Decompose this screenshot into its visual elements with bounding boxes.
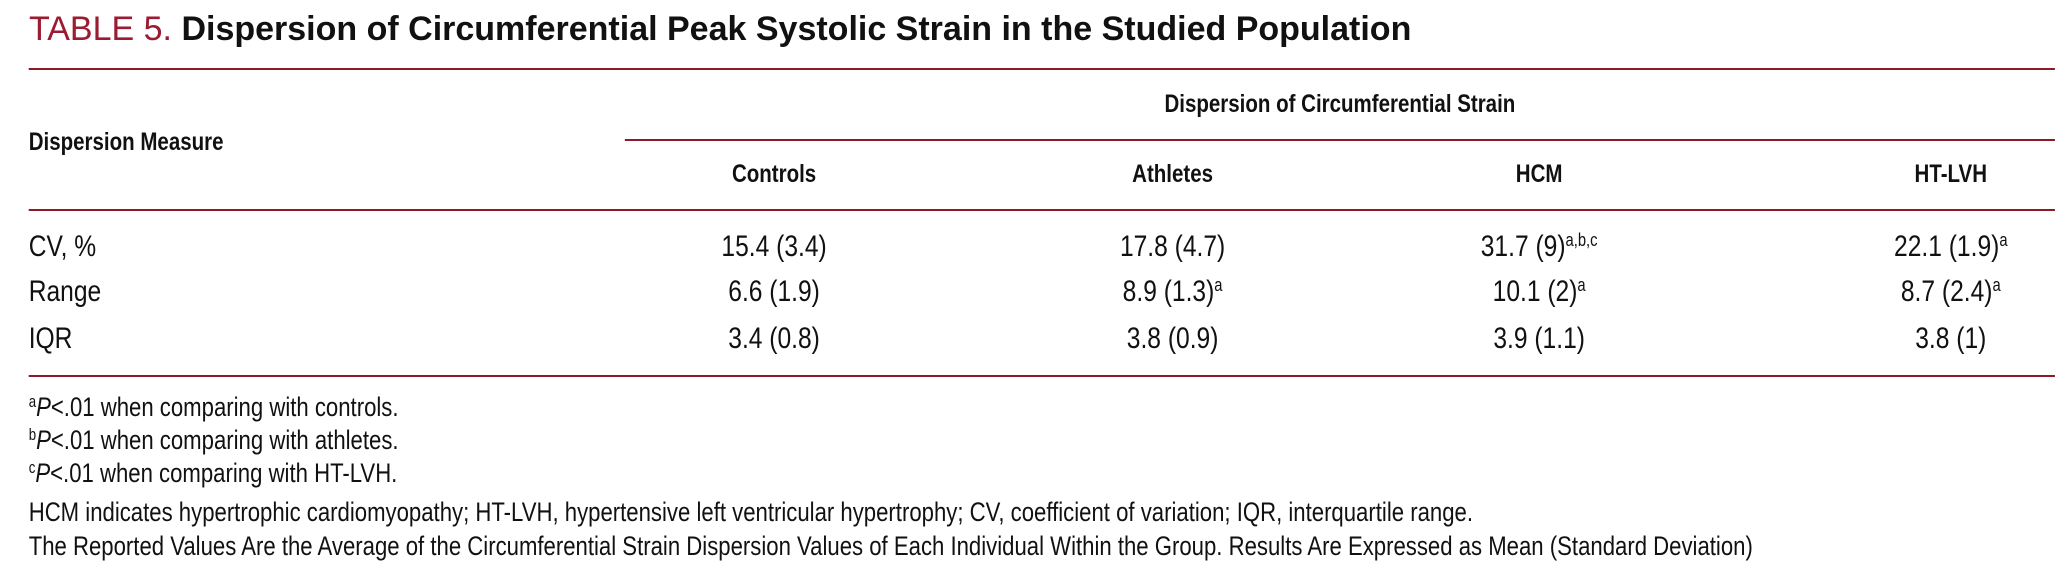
footnote-mark: c [28, 459, 36, 478]
p-symbol: P [36, 392, 51, 422]
footnote-mark: b [28, 426, 37, 445]
cell-value: 3.8 (1) [1915, 322, 1987, 355]
footnote: bP<.01 when comparing with athletes. [29, 425, 399, 456]
row-label: Range [28, 275, 102, 308]
rule [624, 139, 2055, 141]
column-header: Controls [731, 160, 817, 188]
cell-value: 22.1 (1.9) [1894, 230, 2000, 263]
footnote-text: HCM indicates hypertrophic cardiomyopath… [28, 497, 1473, 527]
cell: 3.9 (1.1) [1359, 322, 1720, 356]
cell-value: 8.9 (1.3) [1122, 275, 1215, 308]
superscript: a [1999, 230, 2008, 251]
cell-value: 17.8 (4.7) [1119, 230, 1226, 263]
row-label: CV, % [28, 230, 97, 263]
footnote-text: The Reported Values Are the Average of t… [28, 531, 1753, 561]
footnote-text: <.01 when comparing with athletes. [50, 425, 399, 455]
footnote-text: <.01 when comparing with HT-LVH. [50, 458, 398, 488]
superscript: a [1992, 275, 2001, 296]
column-header: HT-LVH [1914, 160, 1988, 188]
row-label: IQR [28, 322, 73, 355]
superscript: a,b,c [1565, 230, 1598, 251]
cell: 15.4 (3.4) [594, 230, 955, 264]
footnote-mark: a [28, 393, 37, 412]
cell-value: 3.4 (0.8) [728, 322, 820, 355]
cell: 3.8 (1) [1770, 322, 2062, 356]
footnote: aP<.01 when comparing with controls. [29, 392, 399, 423]
footnote-text: <.01 when comparing with controls. [50, 392, 399, 422]
cell: 10.1 (2)a [1359, 275, 1720, 309]
cell: 22.1 (1.9)a [1770, 230, 2062, 264]
group-header: Dispersion of Circumferential Strain [1164, 90, 1516, 118]
superscript: a [1214, 275, 1223, 296]
footnote: The Reported Values Are the Average of t… [29, 531, 1753, 562]
table-label: TABLE 5. [29, 10, 172, 48]
rule [28, 375, 2055, 377]
cell-value: 31.7 (9) [1480, 230, 1566, 263]
cell: 8.7 (2.4)a [1770, 275, 2062, 309]
cell-value: 3.8 (0.9) [1126, 322, 1219, 355]
rule [28, 209, 2055, 211]
column-header: Athletes [1132, 160, 1214, 188]
column-header: HCM [1515, 160, 1563, 188]
cell: 6.6 (1.9) [594, 275, 955, 309]
footnote: HCM indicates hypertrophic cardiomyopath… [29, 497, 1473, 528]
row-header: Dispersion Measure [28, 128, 224, 156]
footnote: cP<.01 when comparing with HT-LVH. [29, 458, 398, 489]
cell-value: 6.6 (1.9) [728, 275, 820, 308]
cell: 3.8 (0.9) [992, 322, 1353, 356]
cell: 8.9 (1.3)a [992, 275, 1353, 309]
cell: 3.4 (0.8) [594, 322, 955, 356]
cell: 31.7 (9)a,b,c [1359, 230, 1720, 264]
superscript: a [1577, 275, 1586, 296]
cell-value: 10.1 (2) [1492, 275, 1578, 308]
cell: 17.8 (4.7) [992, 230, 1353, 264]
title: TABLE 5. Dispersion of Circumferential P… [29, 10, 1411, 49]
cell-value: 3.9 (1.1) [1493, 322, 1585, 355]
cell-value: 8.7 (2.4) [1900, 275, 1993, 308]
rule [28, 68, 2055, 70]
cell-value: 15.4 (3.4) [721, 230, 827, 263]
table-title: Dispersion of Circumferential Peak Systo… [181, 10, 1412, 48]
p-symbol: P [36, 425, 51, 455]
p-symbol: P [35, 458, 51, 488]
